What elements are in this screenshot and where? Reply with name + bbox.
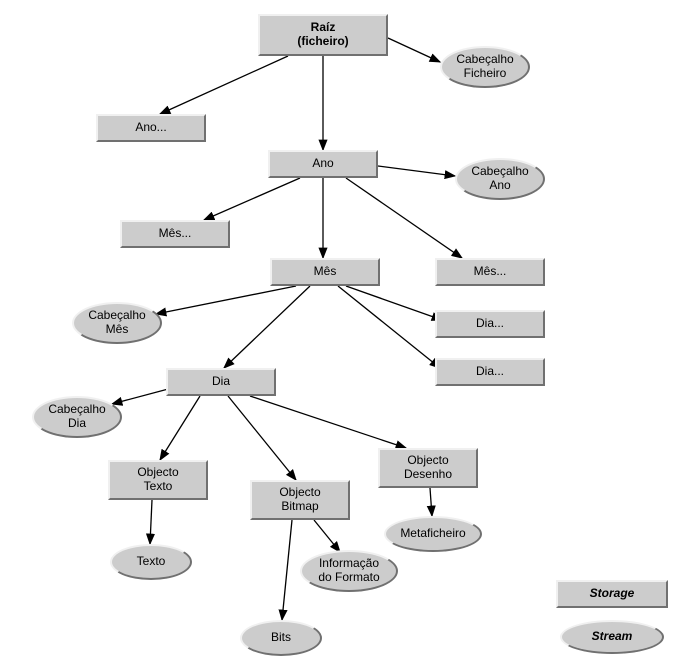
node-label: Texto bbox=[137, 555, 166, 569]
node-label: Informaçãodo Formato bbox=[318, 557, 379, 585]
node-dia: Dia bbox=[166, 368, 276, 396]
node-label-line1: Raíz bbox=[311, 20, 336, 34]
node-metafich: Metaficheiro bbox=[384, 516, 482, 552]
node-label: Ano... bbox=[135, 121, 166, 135]
diagram-canvas: Raíz(ficheiro)CabeçalhoFicheiroAno...Ano… bbox=[0, 0, 696, 667]
edge-dia-to-cab_dia bbox=[112, 388, 172, 404]
node-label-line2: Bitmap bbox=[281, 499, 318, 513]
node-dia_dots2: Dia... bbox=[435, 358, 545, 386]
edge-ano-to-mes_dots1 bbox=[204, 178, 300, 220]
node-label-line1: Informação bbox=[319, 556, 379, 570]
edge-ano-to-cab_ano bbox=[378, 166, 455, 176]
node-texto: Texto bbox=[110, 544, 192, 580]
edge-dia-to-obj_texto bbox=[160, 396, 200, 460]
node-label-line2: Ano bbox=[489, 178, 510, 192]
node-label-line1: Cabeçalho bbox=[88, 308, 145, 322]
node-label: ObjectoBitmap bbox=[279, 486, 320, 514]
node-label: CabeçalhoMês bbox=[88, 309, 145, 337]
node-label: ObjectoTexto bbox=[137, 466, 178, 494]
node-dia_dots1: Dia... bbox=[435, 310, 545, 338]
node-label-line1: Objecto bbox=[137, 465, 178, 479]
edge-mes-to-dia_dots2 bbox=[338, 286, 440, 368]
node-label: Raíz(ficheiro) bbox=[297, 21, 348, 49]
node-bits: Bits bbox=[240, 620, 322, 656]
node-label-line1: Cabeçalho bbox=[471, 164, 528, 178]
node-label-line2: (ficheiro) bbox=[297, 34, 348, 48]
edge-dia-to-obj_bitmap bbox=[228, 396, 296, 480]
node-cab_fich: CabeçalhoFicheiro bbox=[440, 46, 530, 88]
edge-mes-to-dia bbox=[224, 286, 310, 368]
node-label: ObjectoDesenho bbox=[404, 454, 452, 482]
node-label-line1: Cabeçalho bbox=[48, 402, 105, 416]
node-label: Bits bbox=[271, 631, 291, 645]
node-label: Ano bbox=[312, 157, 333, 171]
node-mes_dots2: Mês... bbox=[435, 258, 545, 286]
node-legend_storage: Storage bbox=[556, 580, 668, 608]
node-label: CabeçalhoAno bbox=[471, 165, 528, 193]
node-label: Mês bbox=[314, 265, 337, 279]
node-label-line2: Ficheiro bbox=[464, 66, 507, 80]
node-obj_desenho: ObjectoDesenho bbox=[378, 448, 478, 488]
node-label: CabeçalhoFicheiro bbox=[456, 53, 513, 81]
node-label: CabeçalhoDia bbox=[48, 403, 105, 431]
node-label: Dia bbox=[212, 375, 230, 389]
node-label-line1: Objecto bbox=[279, 485, 320, 499]
edge-root-to-ano_dots bbox=[160, 56, 288, 114]
node-label-line2: Mês bbox=[106, 322, 129, 336]
node-mes: Mês bbox=[270, 258, 380, 286]
node-label: Dia... bbox=[476, 317, 504, 331]
node-legend_stream: Stream bbox=[560, 620, 664, 654]
node-label-line1: Objecto bbox=[407, 453, 448, 467]
node-cab_mes: CabeçalhoMês bbox=[72, 302, 162, 344]
node-root: Raíz(ficheiro) bbox=[258, 14, 388, 56]
node-label-line2: Desenho bbox=[404, 467, 452, 481]
node-mes_dots1: Mês... bbox=[120, 220, 230, 248]
node-label: Storage bbox=[590, 587, 635, 601]
node-ano_dots: Ano... bbox=[96, 114, 206, 142]
node-label-line1: Cabeçalho bbox=[456, 52, 513, 66]
edge-mes-to-cab_mes bbox=[156, 286, 296, 314]
node-obj_bitmap: ObjectoBitmap bbox=[250, 480, 350, 520]
edge-obj_bitmap-to-info_fmt bbox=[314, 520, 340, 552]
node-label: Stream bbox=[592, 630, 633, 644]
edge-dia-to-obj_desenho bbox=[250, 396, 406, 448]
node-cab_dia: CabeçalhoDia bbox=[32, 396, 122, 438]
edge-mes-to-dia_dots1 bbox=[346, 286, 442, 320]
node-obj_texto: ObjectoTexto bbox=[108, 460, 208, 500]
node-ano: Ano bbox=[268, 150, 378, 178]
node-label-line2: do Formato bbox=[318, 570, 379, 584]
node-label-line2: Texto bbox=[144, 479, 173, 493]
node-cab_ano: CabeçalhoAno bbox=[455, 158, 545, 200]
node-label: Mês... bbox=[474, 265, 507, 279]
node-label: Dia... bbox=[476, 365, 504, 379]
node-label: Metaficheiro bbox=[400, 527, 465, 541]
node-info_fmt: Informaçãodo Formato bbox=[300, 550, 398, 592]
node-label-line2: Dia bbox=[68, 416, 86, 430]
edge-root-to-cab_fich bbox=[388, 38, 440, 62]
edge-obj_bitmap-to-bits bbox=[282, 520, 292, 620]
node-label: Mês... bbox=[159, 227, 192, 241]
edge-obj_desenho-to-metafich bbox=[430, 488, 432, 516]
edge-obj_texto-to-texto bbox=[150, 500, 152, 544]
edge-ano-to-mes_dots2 bbox=[346, 178, 462, 258]
